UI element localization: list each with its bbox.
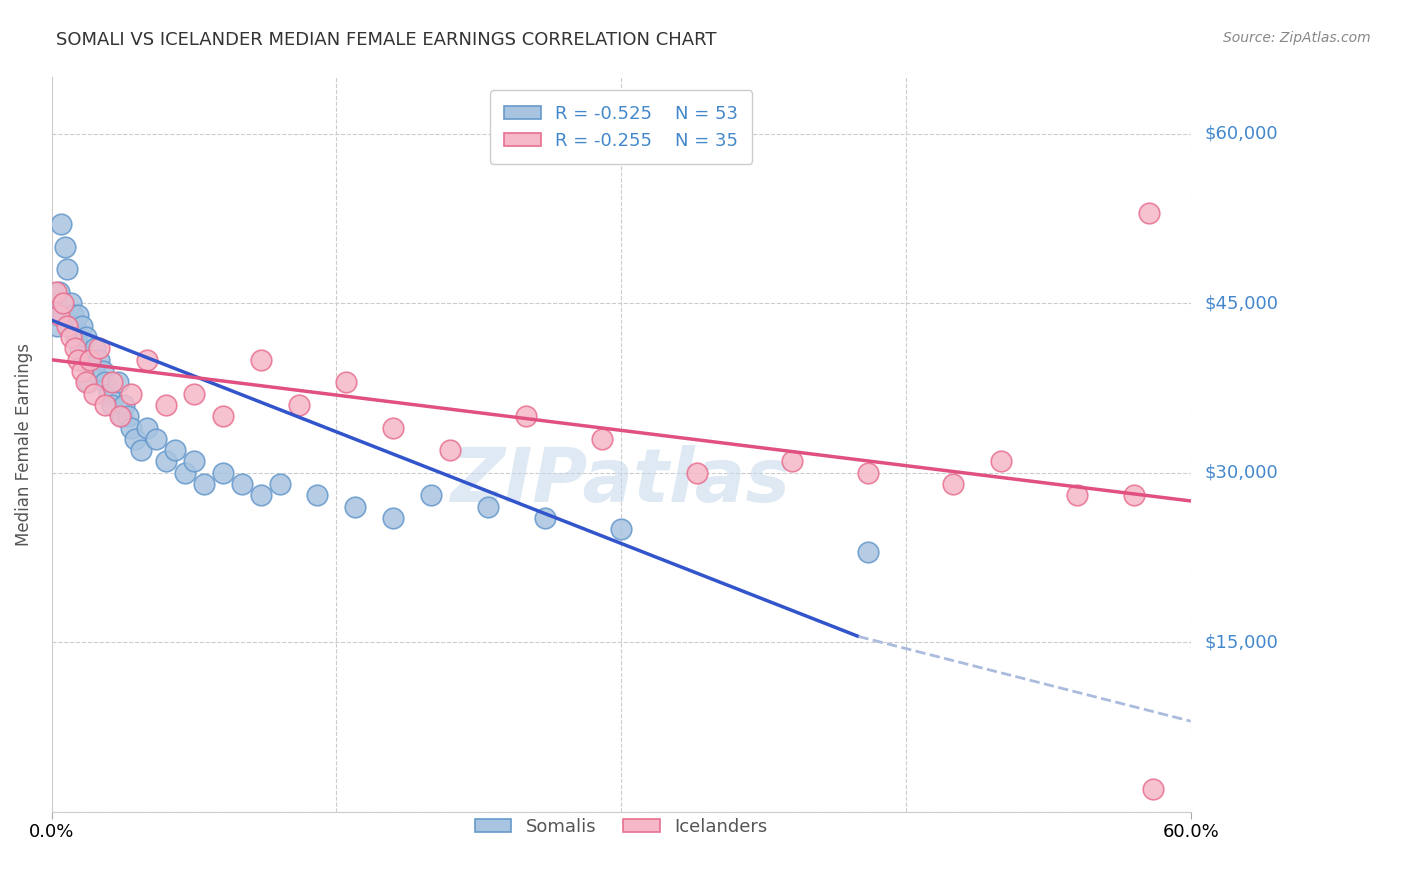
Point — [856, 545, 879, 559]
Point — [780, 454, 803, 468]
Point — [534, 511, 557, 525]
Point — [183, 454, 205, 468]
Point — [249, 352, 271, 367]
Point — [89, 342, 111, 356]
Point — [165, 443, 187, 458]
Point — [439, 443, 461, 458]
Point — [344, 500, 367, 514]
Point — [117, 409, 139, 424]
Text: $15,000: $15,000 — [1205, 633, 1278, 651]
Point — [58, 318, 80, 333]
Point — [52, 308, 75, 322]
Point — [59, 330, 82, 344]
Point — [515, 409, 537, 424]
Point — [211, 409, 233, 424]
Point — [287, 398, 309, 412]
Point — [121, 386, 143, 401]
Point — [94, 376, 117, 390]
Point — [382, 420, 405, 434]
Point — [79, 352, 101, 367]
Point — [121, 420, 143, 434]
Point — [1066, 488, 1088, 502]
Text: Source: ZipAtlas.com: Source: ZipAtlas.com — [1223, 31, 1371, 45]
Point — [101, 398, 124, 412]
Point — [42, 308, 65, 322]
Point — [335, 376, 357, 390]
Point — [70, 364, 93, 378]
Point — [53, 240, 76, 254]
Point — [59, 296, 82, 310]
Point — [420, 488, 443, 502]
Point — [307, 488, 329, 502]
Point — [112, 398, 135, 412]
Point — [48, 285, 70, 299]
Text: $60,000: $60,000 — [1205, 125, 1278, 143]
Point — [249, 488, 271, 502]
Point — [135, 352, 157, 367]
Point — [124, 432, 146, 446]
Point — [70, 318, 93, 333]
Point — [65, 330, 87, 344]
Point — [173, 466, 195, 480]
Legend: Somalis, Icelanders: Somalis, Icelanders — [468, 811, 775, 843]
Point — [45, 296, 67, 310]
Point — [75, 330, 97, 344]
Point — [69, 342, 91, 356]
Point — [79, 352, 101, 367]
Point — [382, 511, 405, 525]
Point — [231, 477, 253, 491]
Point — [107, 376, 129, 390]
Point — [108, 409, 131, 424]
Y-axis label: Median Female Earnings: Median Female Earnings — [15, 343, 32, 546]
Point — [610, 522, 633, 536]
Point — [76, 376, 98, 390]
Point — [67, 352, 90, 367]
Point — [211, 466, 233, 480]
Point — [51, 217, 73, 231]
Point — [91, 364, 114, 378]
Point — [83, 364, 105, 378]
Text: ZIPatlas: ZIPatlas — [451, 445, 792, 517]
Point — [48, 308, 70, 322]
Point — [46, 318, 69, 333]
Point — [67, 308, 90, 322]
Point — [56, 262, 79, 277]
Point — [84, 342, 107, 356]
Point — [89, 352, 111, 367]
Point — [155, 454, 177, 468]
Point — [63, 318, 86, 333]
Text: SOMALI VS ICELANDER MEDIAN FEMALE EARNINGS CORRELATION CHART: SOMALI VS ICELANDER MEDIAN FEMALE EARNIN… — [56, 31, 717, 49]
Point — [45, 285, 67, 299]
Point — [990, 454, 1012, 468]
Point — [269, 477, 291, 491]
Point — [73, 352, 96, 367]
Point — [135, 420, 157, 434]
Point — [183, 386, 205, 401]
Point — [94, 398, 117, 412]
Point — [101, 376, 124, 390]
Point — [591, 432, 613, 446]
Point — [75, 376, 97, 390]
Point — [1122, 488, 1144, 502]
Point — [145, 432, 167, 446]
Point — [193, 477, 215, 491]
Point — [62, 308, 84, 322]
Point — [856, 466, 879, 480]
Point — [56, 318, 79, 333]
Point — [942, 477, 965, 491]
Point — [97, 386, 120, 401]
Text: $30,000: $30,000 — [1205, 464, 1278, 482]
Point — [1142, 781, 1164, 796]
Point — [155, 398, 177, 412]
Point — [129, 443, 152, 458]
Point — [63, 342, 86, 356]
Point — [477, 500, 499, 514]
Point — [111, 409, 134, 424]
Point — [686, 466, 709, 480]
Point — [52, 296, 75, 310]
Text: $45,000: $45,000 — [1205, 294, 1278, 312]
Point — [83, 386, 105, 401]
Point — [1137, 206, 1160, 220]
